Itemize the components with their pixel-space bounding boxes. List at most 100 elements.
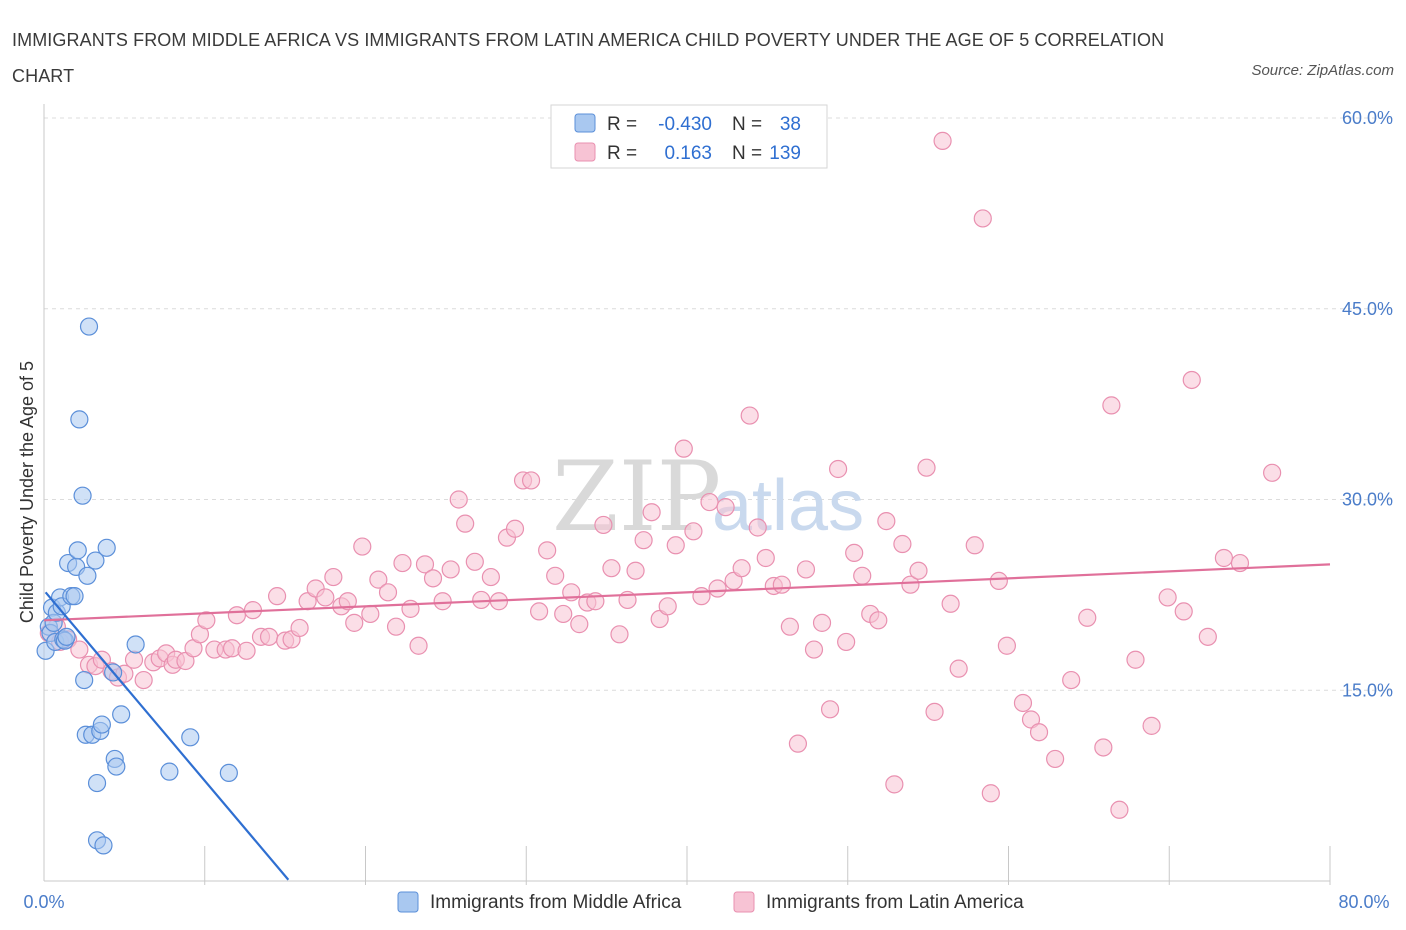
scatter-point-latin-america — [324, 567, 343, 587]
scatter-point-latin-america — [393, 553, 412, 573]
scatter-point-latin-america — [409, 636, 428, 655]
scatter-point-latin-america — [1126, 650, 1145, 669]
y-tick-label: 45.0% — [1342, 299, 1393, 319]
scatter-point-latin-america — [700, 492, 719, 512]
scatter-point-latin-america — [965, 536, 984, 555]
scatter-point-latin-america — [869, 611, 888, 630]
y-tick-label: 30.0% — [1342, 490, 1393, 510]
scatter-point-latin-america — [449, 490, 468, 509]
scatter-point-latin-america — [1046, 749, 1065, 769]
scatter-point-middle-africa — [65, 587, 84, 606]
scatter-point-latin-america — [917, 458, 936, 477]
x-tick-label-max: 80.0% — [1338, 892, 1389, 912]
scatter-point-latin-america — [456, 514, 475, 533]
scatter-point-latin-america — [845, 543, 864, 563]
scatter-point-latin-america — [1182, 370, 1201, 390]
correlation-legend: R = -0.430 N = 38 R = 0.163 N = 139 — [550, 104, 828, 169]
legend-n-label-2: N = — [732, 143, 762, 164]
scatter-point-latin-america — [530, 602, 549, 621]
scatter-point-latin-america — [901, 575, 920, 594]
scatter-point-latin-america — [361, 604, 380, 624]
scatter-point-latin-america — [345, 613, 364, 632]
scatter-point-latin-america — [829, 459, 848, 479]
watermark-atlas: atlas — [712, 466, 864, 546]
scatter-point-latin-america — [708, 579, 727, 598]
scatter-point-middle-africa — [181, 728, 200, 747]
scatter-point-latin-america — [227, 606, 246, 625]
scatter-point-latin-america — [1094, 738, 1113, 757]
scatter-point-latin-america — [740, 406, 759, 425]
scatter-point-latin-america — [981, 784, 1000, 803]
scatter-point-latin-america — [267, 587, 287, 606]
scatter-point-latin-america — [1198, 627, 1217, 646]
y-axis-tick-labels: 15.0% 30.0% 45.0% 60.0% — [1342, 108, 1393, 700]
scatter-point-latin-america — [433, 592, 452, 611]
scatter-point-latin-america — [1263, 463, 1282, 482]
scatter-point-middle-africa — [97, 538, 116, 557]
scatter-point-latin-america — [546, 566, 565, 585]
scatter-point-middle-africa — [57, 627, 76, 646]
scatter-point-middle-africa — [107, 757, 126, 776]
scatter-point-latin-america — [481, 567, 500, 587]
scatter-point-latin-america — [1029, 723, 1049, 742]
scatter-point-latin-america — [1142, 716, 1161, 735]
scatter-point-latin-america — [538, 541, 557, 560]
scatter-point-latin-america — [124, 650, 144, 669]
y-axis-label: Child Poverty Under the Age of 5 — [17, 361, 37, 623]
scatter-point-latin-america — [658, 597, 677, 616]
scatter-point-latin-america — [602, 559, 621, 578]
trendline-middle-africa — [44, 591, 290, 881]
scatter-point-middle-africa — [219, 763, 238, 783]
scatter-point-latin-america — [716, 498, 735, 517]
scatter-point-latin-america — [837, 632, 856, 652]
scatter-point-latin-america — [684, 522, 703, 541]
scatter-point-latin-america — [804, 640, 824, 659]
scatter-point-middle-africa — [78, 566, 97, 585]
scatter-point-latin-america — [338, 592, 357, 611]
scatter-point-middle-africa — [126, 635, 145, 654]
legend-r-label-1: R = — [607, 114, 637, 135]
scatter-point-latin-america — [941, 594, 960, 613]
y-tick-label: 60.0% — [1342, 108, 1393, 128]
scatter-point-latin-america — [1158, 588, 1177, 607]
scatter-point-latin-america — [386, 617, 406, 636]
scatter-point-latin-america — [933, 131, 952, 150]
legend-swatch-blue — [574, 113, 596, 133]
scatter-point-latin-america — [570, 615, 589, 634]
scatter-point-latin-america — [353, 537, 372, 556]
trendline-latin-america — [43, 563, 1331, 622]
scatter-point-latin-america — [756, 548, 775, 568]
legend-swatch-pink — [574, 142, 596, 162]
scatter-point-latin-america — [610, 625, 629, 644]
scatter-point-middle-africa — [70, 410, 89, 429]
scatter-point-latin-america — [316, 588, 335, 607]
scatter-point-latin-america — [378, 583, 398, 602]
scatter-point-latin-america — [626, 561, 645, 580]
scatter-point-latin-america — [796, 560, 816, 579]
scatter-point-latin-america — [1110, 800, 1129, 819]
scatter-point-latin-america — [1078, 608, 1097, 627]
scatter-point-latin-america — [134, 670, 153, 690]
scatter-point-latin-america — [237, 641, 256, 660]
scatter-point-latin-america — [820, 700, 840, 719]
legend-n-value-1: 38 — [780, 114, 801, 135]
scatter-point-latin-america — [909, 561, 928, 580]
scatter-point-latin-america — [505, 519, 525, 538]
scatter-point-latin-america — [674, 439, 693, 458]
chart-title: IMMIGRANTS FROM MIDDLE AFRICA VS IMMIGRA… — [12, 30, 1165, 86]
scatter-point-middle-africa — [92, 715, 111, 734]
scatter-point-latin-america — [594, 515, 613, 535]
scatter-point-latin-america — [853, 566, 872, 585]
scatter-point-latin-america — [1062, 670, 1081, 690]
scatter-point-latin-america — [925, 702, 944, 721]
series-legend-label-middle-africa: Immigrants from Middle Africa — [430, 892, 682, 913]
scatter-point-latin-america — [415, 555, 435, 574]
scatter-point-latin-america — [1013, 693, 1033, 713]
scatter-point-latin-america — [197, 611, 216, 630]
legend-box — [550, 104, 828, 169]
scatter-point-latin-america — [1102, 396, 1121, 415]
scatter-point-latin-america — [732, 559, 751, 578]
scatter-point-latin-america — [997, 636, 1016, 655]
scatter-point-middle-africa — [68, 541, 87, 560]
